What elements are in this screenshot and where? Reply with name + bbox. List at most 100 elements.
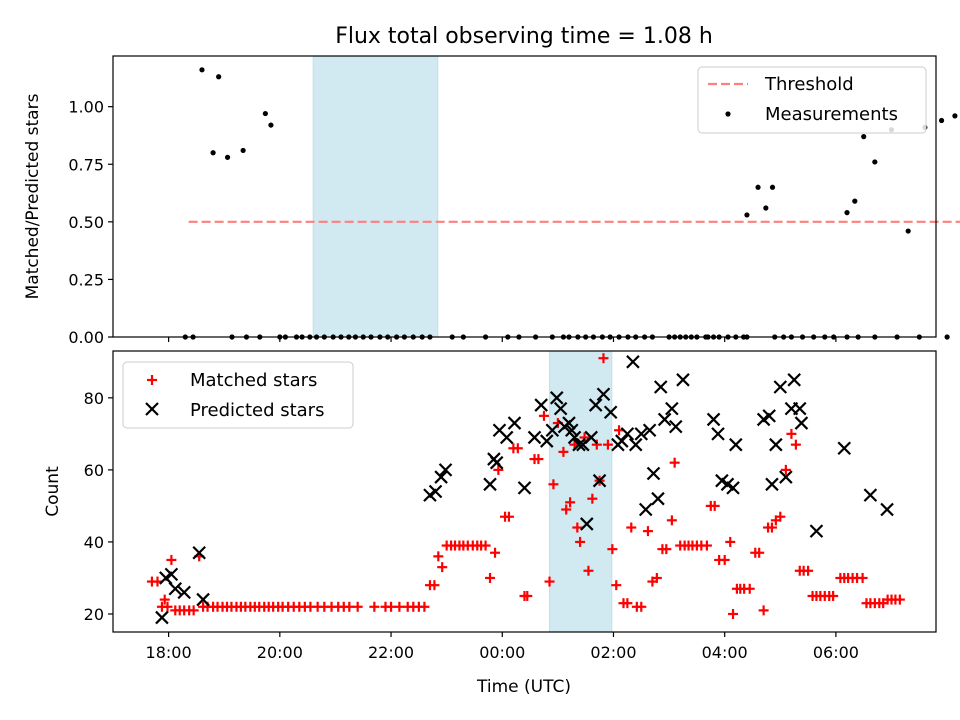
- matched-star-point: [622, 598, 633, 609]
- matched-star-point: [344, 601, 355, 612]
- matched-star-point: [636, 601, 647, 612]
- predicted-star-point: [545, 423, 560, 438]
- y-tick-label: 0.00: [68, 328, 104, 347]
- predicted-star-point: [192, 545, 206, 560]
- predicted-star-point: [762, 409, 776, 423]
- y-tick-label: 40: [84, 533, 104, 552]
- threshold-legend-label: Threshold: [764, 74, 854, 95]
- predicted-star-point: [507, 416, 522, 430]
- bottom-x-axis-ticks: 18:00 20:00 22:00 00:00 02:00 04:00 06:00: [146, 632, 859, 662]
- predicted-star-point: [634, 427, 649, 441]
- matched-star-point: [419, 601, 430, 612]
- y-tick-label: 0.75: [68, 155, 104, 174]
- predicted-star-point: [177, 585, 191, 600]
- predicted-star-point: [626, 355, 640, 369]
- bottom-axes-frame: [112, 350, 937, 633]
- predicted-star-point: [837, 441, 852, 456]
- predicted-star-point: [155, 610, 169, 625]
- predicted-star-point: [809, 524, 824, 538]
- measurement-point: [944, 334, 950, 340]
- matched-star-point: [598, 353, 609, 364]
- predicted-star-point: [765, 477, 779, 492]
- y-tick-label: 60: [84, 461, 104, 480]
- matched-star-point: [572, 522, 583, 533]
- matched-legend-label: Matched stars: [190, 370, 317, 391]
- predicted-star-point: [539, 434, 554, 448]
- y-tick-label: 20: [84, 605, 104, 624]
- matched-star-point: [159, 594, 170, 605]
- matched-star-point: [626, 522, 637, 533]
- matched-star-point: [533, 454, 544, 465]
- measurement-point: [224, 154, 231, 160]
- matched-star-point: [719, 554, 730, 565]
- measurement-point: [844, 210, 850, 216]
- predicted-star-point: [711, 427, 725, 441]
- predicted-star-point: [638, 502, 653, 517]
- matched-star-point: [512, 443, 523, 454]
- measurement-point: [852, 198, 858, 204]
- predicted-star-point: [620, 427, 635, 441]
- matched-star-point: [544, 576, 555, 587]
- predicted-star-point: [863, 488, 878, 502]
- predicted-star-point: [580, 517, 594, 531]
- top-axes-frame: [112, 55, 937, 338]
- predicted-star-point: [517, 481, 532, 495]
- predicted-legend-label: Predicted stars: [190, 400, 324, 421]
- measurement-point: [861, 134, 867, 140]
- predicted-star-point: [168, 581, 183, 596]
- matched-star-point: [352, 601, 363, 612]
- matched-star-point: [728, 608, 739, 619]
- matched-star-point: [666, 515, 677, 526]
- matched-star-point: [166, 554, 177, 565]
- matched-star-point: [591, 439, 602, 450]
- x-axis-label: Time (UTC): [476, 677, 571, 697]
- x-tick-label: 22:00: [368, 643, 414, 662]
- top-y-axis-label: Matched/Predicted stars: [23, 93, 43, 299]
- matched-star-point: [709, 500, 720, 511]
- matched-star-point: [642, 526, 653, 537]
- x-tick-label: 02:00: [590, 643, 636, 662]
- predicted-star-point: [164, 567, 179, 582]
- matched-star-point: [758, 605, 769, 616]
- matched-star-point: [538, 410, 549, 421]
- matched-star-point: [558, 446, 569, 457]
- measurement-point: [216, 74, 222, 80]
- measurement-point: [769, 184, 776, 190]
- matched-star-point: [485, 572, 496, 583]
- predicted-star-point: [489, 455, 504, 470]
- predicted-star-point: [726, 481, 740, 495]
- matched-star-point: [386, 601, 397, 612]
- matched-star-point: [522, 590, 533, 601]
- predicted-star-point: [642, 423, 657, 438]
- predicted-star-point: [596, 387, 611, 402]
- predicted-star-point: [572, 437, 586, 452]
- predicted-star-point: [549, 391, 564, 405]
- predicted-star-point: [657, 412, 672, 427]
- matched-star-point: [661, 544, 672, 555]
- predicted-star-point: [792, 401, 807, 416]
- measurement-point: [905, 228, 911, 234]
- predicted-star-point: [527, 430, 542, 445]
- matched-star-point: [565, 497, 576, 508]
- chart-title: Flux total observing time = 1.08 h: [335, 24, 713, 49]
- x-tick-label: 04:00: [702, 643, 748, 662]
- matched-star-point: [369, 601, 380, 612]
- predicted-star-point: [773, 380, 788, 394]
- predicted-star-point: [592, 473, 607, 488]
- matched-star-point: [579, 432, 590, 443]
- measurement-point: [744, 212, 750, 218]
- measurement-point: [199, 67, 205, 73]
- measurement-point: [763, 205, 769, 211]
- bottom-legend: Matched stars Predicted stars: [122, 361, 354, 429]
- top-y-axis-ticks: 0.00 0.25 0.50 0.75 1.00: [68, 98, 113, 347]
- predicted-star-point: [434, 470, 448, 484]
- x-tick-label: 18:00: [146, 643, 192, 662]
- matched-star-point: [433, 551, 444, 562]
- matched-star-point: [490, 547, 501, 558]
- matched-star-point: [548, 479, 559, 490]
- matched-star-point: [725, 536, 736, 547]
- predicted-star-point: [706, 412, 721, 427]
- matched-star-point: [583, 565, 594, 576]
- matched-star-point: [561, 504, 572, 515]
- matched-star-point: [607, 544, 618, 555]
